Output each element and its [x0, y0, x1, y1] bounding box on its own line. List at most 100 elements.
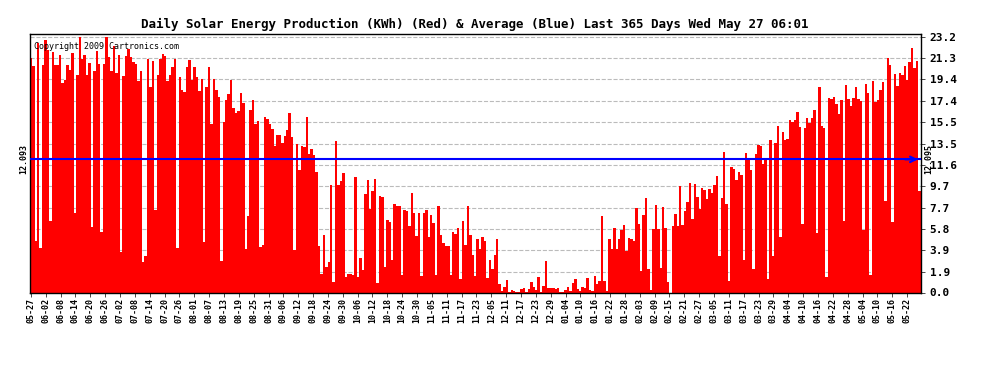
- Bar: [886, 58, 889, 292]
- Bar: [343, 174, 345, 292]
- Bar: [208, 67, 210, 292]
- Bar: [413, 213, 416, 292]
- Bar: [371, 191, 374, 292]
- Bar: [269, 124, 271, 292]
- Bar: [603, 281, 606, 292]
- Bar: [61, 83, 64, 292]
- Bar: [862, 230, 864, 292]
- Bar: [579, 291, 581, 292]
- Bar: [899, 72, 901, 292]
- Bar: [469, 235, 471, 292]
- Bar: [196, 77, 198, 292]
- Bar: [894, 75, 896, 292]
- Bar: [461, 221, 464, 292]
- Bar: [566, 287, 569, 292]
- Bar: [193, 67, 196, 292]
- Bar: [228, 94, 230, 292]
- Bar: [330, 185, 333, 292]
- Bar: [76, 75, 78, 292]
- Bar: [723, 152, 726, 292]
- Bar: [691, 219, 694, 292]
- Bar: [721, 198, 723, 292]
- Bar: [584, 288, 586, 292]
- Bar: [749, 170, 752, 292]
- Bar: [909, 62, 911, 292]
- Bar: [791, 122, 794, 292]
- Bar: [147, 59, 149, 292]
- Bar: [728, 281, 731, 292]
- Bar: [233, 108, 235, 292]
- Bar: [223, 122, 225, 292]
- Bar: [466, 206, 469, 292]
- Bar: [335, 141, 338, 292]
- Bar: [733, 170, 736, 292]
- Bar: [633, 240, 636, 292]
- Bar: [741, 174, 742, 292]
- Bar: [599, 281, 601, 292]
- Bar: [919, 191, 921, 292]
- Bar: [718, 256, 721, 292]
- Bar: [254, 124, 256, 292]
- Bar: [51, 53, 54, 292]
- Bar: [644, 198, 647, 292]
- Bar: [543, 286, 545, 292]
- Bar: [626, 251, 628, 292]
- Bar: [91, 227, 93, 292]
- Bar: [459, 279, 461, 292]
- Bar: [30, 58, 32, 292]
- Bar: [333, 282, 335, 292]
- Bar: [638, 224, 640, 292]
- Bar: [110, 70, 113, 292]
- Bar: [286, 130, 288, 292]
- Bar: [133, 62, 135, 292]
- Bar: [613, 228, 616, 292]
- Bar: [564, 290, 566, 292]
- Bar: [628, 238, 631, 292]
- Bar: [704, 190, 706, 292]
- Bar: [742, 260, 744, 292]
- Bar: [731, 167, 733, 292]
- Bar: [213, 80, 215, 292]
- Bar: [513, 291, 516, 292]
- Text: 12.095: 12.095: [925, 144, 934, 174]
- Bar: [274, 146, 276, 292]
- Bar: [140, 71, 142, 292]
- Bar: [676, 226, 679, 292]
- Bar: [443, 243, 445, 292]
- Bar: [291, 137, 293, 292]
- Bar: [530, 282, 533, 292]
- Bar: [836, 104, 838, 292]
- Bar: [86, 75, 88, 292]
- Bar: [879, 90, 882, 292]
- Bar: [496, 238, 498, 292]
- Bar: [547, 288, 549, 292]
- Bar: [191, 80, 193, 292]
- Bar: [235, 113, 238, 292]
- Bar: [256, 121, 259, 292]
- Bar: [243, 103, 245, 292]
- Bar: [684, 211, 686, 292]
- Bar: [328, 262, 330, 292]
- Text: 12.093: 12.093: [20, 144, 29, 174]
- Bar: [726, 204, 728, 292]
- Bar: [484, 241, 486, 292]
- Bar: [457, 228, 459, 292]
- Bar: [156, 75, 159, 292]
- Bar: [379, 196, 381, 292]
- Bar: [201, 79, 203, 292]
- Bar: [42, 64, 45, 292]
- Bar: [784, 140, 786, 292]
- Bar: [93, 71, 96, 292]
- Bar: [826, 278, 828, 292]
- Bar: [108, 57, 110, 292]
- Bar: [828, 98, 831, 292]
- Bar: [528, 289, 530, 292]
- Bar: [674, 214, 676, 292]
- Bar: [340, 181, 343, 292]
- Bar: [393, 204, 396, 292]
- Bar: [78, 37, 81, 292]
- Bar: [757, 146, 759, 292]
- Text: Copyright 2009 Cartronics.com: Copyright 2009 Cartronics.com: [34, 42, 179, 51]
- Bar: [266, 119, 269, 292]
- Bar: [574, 279, 576, 292]
